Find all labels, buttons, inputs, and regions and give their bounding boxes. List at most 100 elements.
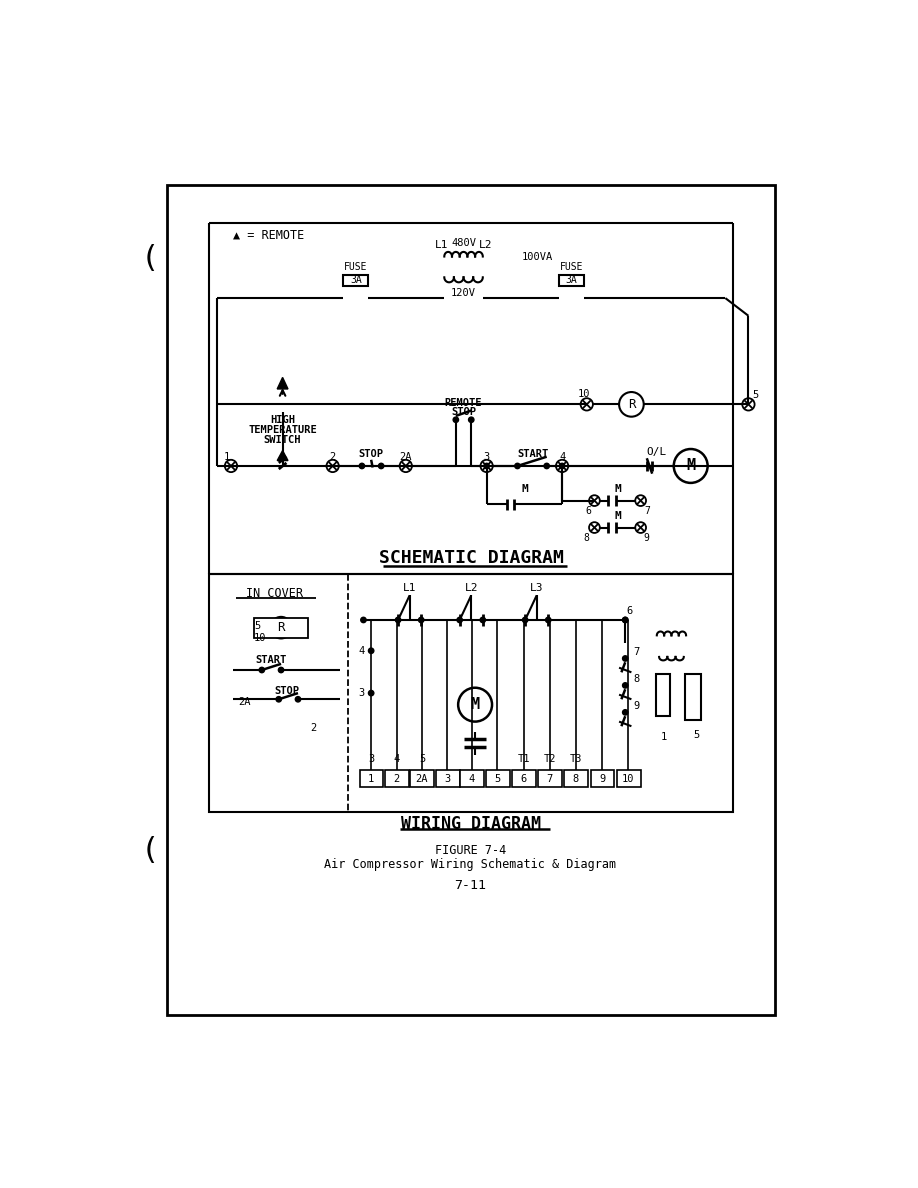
- Text: 7-11: 7-11: [454, 879, 487, 892]
- Text: 5: 5: [752, 390, 758, 400]
- Polygon shape: [277, 378, 288, 388]
- Text: 6: 6: [626, 606, 633, 615]
- Text: 4: 4: [394, 754, 399, 764]
- Bar: [385, 770, 409, 788]
- Text: M: M: [614, 511, 621, 522]
- Text: 2A: 2A: [239, 696, 252, 707]
- Text: M: M: [521, 484, 529, 494]
- Text: 1: 1: [368, 773, 375, 784]
- Circle shape: [278, 668, 284, 672]
- Text: 7: 7: [633, 647, 639, 657]
- Text: START: START: [517, 449, 548, 460]
- Circle shape: [545, 618, 551, 623]
- Text: FIGURE 7-4: FIGURE 7-4: [435, 845, 506, 858]
- Circle shape: [556, 460, 568, 472]
- Text: 10: 10: [578, 388, 590, 399]
- Circle shape: [522, 618, 528, 623]
- Text: 10: 10: [622, 773, 634, 784]
- Circle shape: [515, 463, 521, 468]
- Circle shape: [622, 709, 628, 715]
- Text: 10: 10: [254, 633, 266, 643]
- Text: L3: L3: [530, 582, 543, 593]
- Circle shape: [468, 417, 474, 423]
- Bar: [617, 770, 641, 788]
- Text: 1: 1: [223, 451, 230, 462]
- Text: 6: 6: [586, 506, 591, 516]
- Text: REMOTE: REMOTE: [445, 398, 482, 407]
- Text: 2: 2: [394, 773, 399, 784]
- Circle shape: [622, 656, 628, 662]
- Text: HIGH: HIGH: [270, 415, 295, 425]
- Circle shape: [270, 617, 292, 638]
- Text: 4: 4: [469, 773, 476, 784]
- Circle shape: [359, 463, 364, 468]
- Circle shape: [399, 460, 412, 472]
- Text: STOP: STOP: [274, 685, 299, 696]
- Circle shape: [743, 398, 755, 411]
- Circle shape: [361, 618, 366, 623]
- Circle shape: [327, 460, 339, 472]
- Text: L1: L1: [403, 582, 417, 593]
- Circle shape: [296, 696, 301, 702]
- Text: 9: 9: [644, 532, 650, 543]
- Circle shape: [480, 618, 486, 623]
- Text: 4: 4: [559, 451, 565, 462]
- Circle shape: [480, 460, 493, 472]
- Circle shape: [622, 618, 628, 623]
- Text: 8: 8: [584, 532, 589, 543]
- Bar: [436, 770, 460, 788]
- Bar: [167, 185, 776, 1015]
- Text: 3: 3: [444, 773, 451, 784]
- Circle shape: [276, 696, 282, 702]
- Text: STOP: STOP: [451, 407, 476, 417]
- Text: L2: L2: [465, 582, 478, 593]
- Circle shape: [378, 463, 384, 468]
- Text: IN COVER: IN COVER: [246, 587, 303, 600]
- Bar: [360, 770, 384, 788]
- Text: 4: 4: [359, 646, 365, 656]
- Text: SCHEMATIC DIAGRAM: SCHEMATIC DIAGRAM: [379, 549, 564, 568]
- Text: 3: 3: [359, 688, 365, 699]
- Text: M: M: [686, 459, 695, 474]
- Text: M: M: [471, 697, 480, 712]
- Bar: [254, 619, 308, 638]
- Text: 5: 5: [419, 754, 425, 764]
- Bar: [410, 770, 434, 788]
- Circle shape: [368, 690, 374, 696]
- Bar: [686, 674, 700, 720]
- Text: 8: 8: [633, 675, 639, 684]
- Circle shape: [559, 463, 565, 468]
- Text: L1: L1: [434, 240, 448, 249]
- Circle shape: [225, 460, 237, 472]
- Text: L2: L2: [479, 240, 492, 249]
- Bar: [565, 770, 588, 788]
- Circle shape: [589, 495, 599, 506]
- Bar: [559, 274, 584, 286]
- Text: START: START: [255, 655, 286, 665]
- Text: 9: 9: [633, 701, 639, 712]
- Text: 120V: 120V: [451, 287, 476, 298]
- Circle shape: [622, 618, 628, 623]
- Bar: [656, 674, 670, 716]
- Circle shape: [589, 523, 599, 533]
- Bar: [590, 770, 614, 788]
- Text: ▲ = REMOTE: ▲ = REMOTE: [232, 228, 304, 241]
- Text: 2A: 2A: [416, 773, 428, 784]
- Text: 2A: 2A: [399, 451, 412, 462]
- Bar: [343, 274, 368, 286]
- Text: 5: 5: [254, 621, 261, 631]
- Text: 1: 1: [661, 732, 666, 742]
- Text: 480V: 480V: [451, 238, 476, 247]
- Bar: [512, 770, 536, 788]
- Bar: [209, 574, 733, 813]
- Circle shape: [635, 523, 646, 533]
- Circle shape: [622, 683, 628, 688]
- Text: 3A: 3A: [350, 276, 362, 285]
- Text: 3: 3: [368, 754, 375, 764]
- Circle shape: [453, 417, 458, 423]
- Circle shape: [484, 463, 489, 468]
- Bar: [461, 770, 485, 788]
- Text: T3: T3: [570, 754, 582, 764]
- Text: 7: 7: [644, 506, 650, 516]
- Text: 100VA: 100VA: [521, 252, 553, 261]
